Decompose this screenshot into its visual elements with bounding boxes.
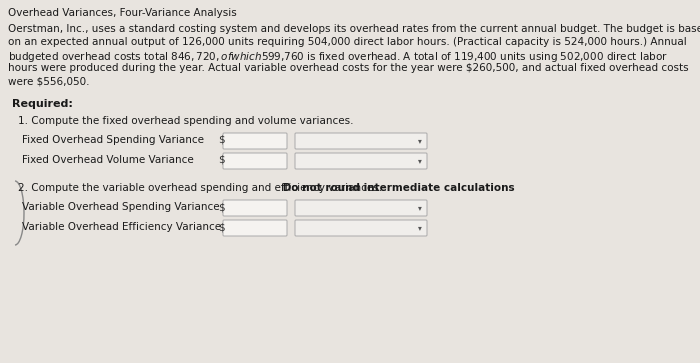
Text: hours were produced during the year. Actual variable overhead costs for the year: hours were produced during the year. Act… <box>8 63 689 73</box>
Text: Do not round intermediate calculations: Do not round intermediate calculations <box>279 183 515 193</box>
Text: Oerstman, Inc., uses a standard costing system and develops its overhead rates f: Oerstman, Inc., uses a standard costing … <box>8 24 700 34</box>
FancyBboxPatch shape <box>295 133 427 149</box>
Text: $: $ <box>218 135 225 145</box>
FancyBboxPatch shape <box>295 153 427 169</box>
Text: 1. Compute the fixed overhead spending and volume variances.: 1. Compute the fixed overhead spending a… <box>18 116 354 126</box>
Text: $: $ <box>218 202 225 212</box>
FancyBboxPatch shape <box>295 200 427 216</box>
FancyBboxPatch shape <box>223 153 287 169</box>
Text: $: $ <box>218 222 225 232</box>
Text: were $556,050.: were $556,050. <box>8 76 90 86</box>
Text: on an expected annual output of 126,000 units requiring 504,000 direct labor hou: on an expected annual output of 126,000 … <box>8 37 687 47</box>
FancyBboxPatch shape <box>223 200 287 216</box>
FancyBboxPatch shape <box>223 133 287 149</box>
Text: Overhead Variances, Four-Variance Analysis: Overhead Variances, Four-Variance Analys… <box>8 8 237 18</box>
Text: Required:: Required: <box>12 99 73 109</box>
Text: ▾: ▾ <box>418 204 422 212</box>
Text: Variable Overhead Efficiency Variance: Variable Overhead Efficiency Variance <box>22 222 221 232</box>
Text: ▾: ▾ <box>418 136 422 146</box>
FancyBboxPatch shape <box>295 220 427 236</box>
Text: ▾: ▾ <box>418 156 422 166</box>
Text: Fixed Overhead Volume Variance: Fixed Overhead Volume Variance <box>22 155 194 165</box>
Text: $: $ <box>218 155 225 165</box>
Text: 2. Compute the variable overhead spending and efficiency variances.: 2. Compute the variable overhead spendin… <box>18 183 382 193</box>
Text: Fixed Overhead Spending Variance: Fixed Overhead Spending Variance <box>22 135 204 145</box>
FancyBboxPatch shape <box>223 220 287 236</box>
Text: ▾: ▾ <box>418 224 422 232</box>
Text: budgeted overhead costs total $846,720, of which $599,760 is fixed overhead. A t: budgeted overhead costs total $846,720, … <box>8 50 668 64</box>
Text: Variable Overhead Spending Variance: Variable Overhead Spending Variance <box>22 202 220 212</box>
